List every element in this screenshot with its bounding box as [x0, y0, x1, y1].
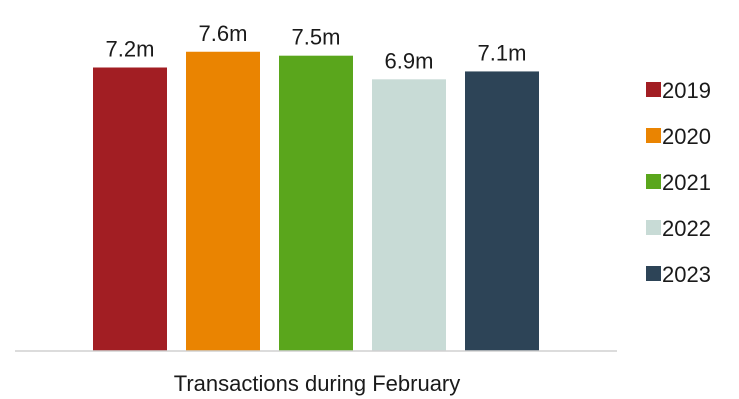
data-label-2023: 7.1m	[478, 40, 527, 65]
bar-2019	[93, 67, 167, 351]
bar-2021	[279, 55, 353, 351]
legend-swatch-2022	[646, 220, 661, 235]
legend: 2019 2020 2021 2022 2023	[646, 78, 711, 287]
legend-label-2023: 2023	[662, 262, 711, 287]
bar-group	[93, 51, 539, 351]
data-label-group: 7.2m 7.6m 7.5m 6.9m 7.1m	[106, 21, 527, 74]
data-label-2021: 7.5m	[292, 25, 341, 50]
legend-item-2023: 2023	[646, 262, 711, 287]
legend-label-2019: 2019	[662, 78, 711, 103]
data-label-2020: 7.6m	[199, 21, 248, 46]
data-label-2019: 7.2m	[106, 37, 155, 62]
data-label-2022: 6.9m	[385, 48, 434, 73]
legend-label-2020: 2020	[662, 124, 711, 149]
x-axis-label: Transactions during February	[174, 371, 461, 396]
legend-swatch-2021	[646, 174, 661, 189]
legend-item-2019: 2019	[646, 78, 711, 103]
legend-item-2022: 2022	[646, 216, 711, 241]
legend-label-2021: 2021	[662, 170, 711, 195]
bar-2022	[372, 79, 446, 351]
legend-item-2021: 2021	[646, 170, 711, 195]
legend-swatch-2023	[646, 266, 661, 281]
bar-2020	[186, 51, 260, 351]
legend-swatch-2019	[646, 82, 661, 97]
legend-swatch-2020	[646, 128, 661, 143]
legend-item-2020: 2020	[646, 124, 711, 149]
bar-2023	[465, 71, 539, 351]
legend-label-2022: 2022	[662, 216, 711, 241]
